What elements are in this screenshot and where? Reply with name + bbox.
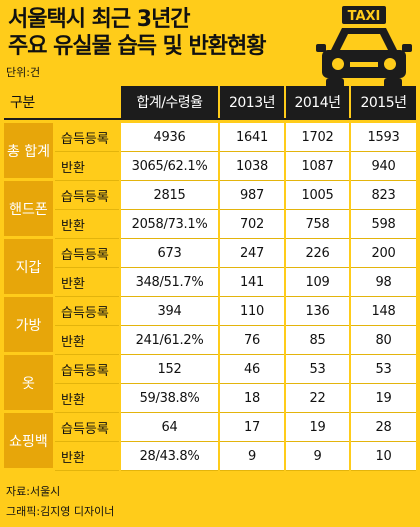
table-cell: 1005 [286,181,349,210]
title-line-1: 서울택시 최근 3년간 [8,7,191,32]
row-label: 습득등록 [55,297,119,326]
row-label: 습득등록 [55,239,119,268]
category-label: 핸드폰 [4,181,53,239]
unit-label: 단위:건 [6,66,41,79]
table-cell: 702 [220,210,284,239]
table-cell: 1038 [220,152,284,181]
credit-text: 그래픽:김지영 디자이너 [6,505,115,518]
table-cell: 1641 [220,123,284,152]
table-cell: 226 [286,239,349,268]
table-cell: 4936 [121,123,218,152]
table-cell: 17 [220,413,284,442]
category-label: 쇼핑백 [4,413,53,471]
table-cell: 241/61.2% [121,326,218,355]
header-spacer [55,86,119,118]
table-cell: 28 [351,413,416,442]
title-line-2: 주요 유실물 습득 및 반환현황 [8,34,267,59]
data-table: 구분 합계/수령율 2013년 2014년 2015년 총 합계 습득등록 4936 1641 1… [4,86,416,471]
table-cell: 46 [220,355,284,384]
table-cell: 28/43.8% [121,442,218,471]
table-cell: 80 [351,326,416,355]
table-cell: 200 [351,239,416,268]
table-cell: 64 [121,413,218,442]
table-cell: 98 [351,268,416,297]
table-cell: 19 [286,413,349,442]
header-divider [4,118,416,120]
source-block: 자료:서울시 그래픽:김지영 디자이너 [6,482,114,522]
table-cell: 59/38.8% [121,384,218,413]
table-cell: 987 [220,181,284,210]
chart-title: 서울택시 최근 3년간 주요 유실물 습득 및 반환현황 [8,6,308,60]
row-label: 습득등록 [55,413,119,442]
table-cell: 394 [121,297,218,326]
table-cell: 1593 [351,123,416,152]
table-cell: 673 [121,239,218,268]
table-cell: 19 [351,384,416,413]
table-cell: 9 [286,442,349,471]
table-cell: 247 [220,239,284,268]
table-cell: 940 [351,152,416,181]
header-cell: 합계/수령율 [121,86,218,118]
row-label: 반환 [55,210,119,239]
table-cell: 598 [351,210,416,239]
table-cell: 18 [220,384,284,413]
header-cell: 2013년 [220,86,284,118]
taxi-badge-text: TAXI [348,9,381,24]
table-cell: 110 [220,297,284,326]
row-label: 습득등록 [55,181,119,210]
header-category: 구분 [10,95,35,111]
table-cell: 85 [286,326,349,355]
table-cell: 148 [351,297,416,326]
table-cell: 10 [351,442,416,471]
category-label: 옷 [4,355,53,413]
row-label: 습득등록 [55,123,119,152]
table-cell: 152 [121,355,218,384]
table-cell: 136 [286,297,349,326]
table-cell: 141 [220,268,284,297]
header-cell: 2015년 [351,86,416,118]
table-cell: 2058/73.1% [121,210,218,239]
table-cell: 109 [286,268,349,297]
row-label: 반환 [55,442,119,471]
row-label: 습득등록 [55,355,119,384]
table-cell: 53 [351,355,416,384]
table-cell: 9 [220,442,284,471]
table-cell: 1087 [286,152,349,181]
table-cell: 758 [286,210,349,239]
category-label: 가방 [4,297,53,355]
category-label: 총 합계 [4,123,53,181]
table-cell: 22 [286,384,349,413]
table-cell: 823 [351,181,416,210]
row-label: 반환 [55,152,119,181]
table-cell: 348/51.7% [121,268,218,297]
table-cell: 2815 [121,181,218,210]
table-cell: 1702 [286,123,349,152]
header-cell: 2014년 [286,86,349,118]
table-cell: 76 [220,326,284,355]
row-label: 반환 [55,384,119,413]
taxi-icon: TAXI [316,6,412,94]
row-label: 반환 [55,268,119,297]
category-label: 지갑 [4,239,53,297]
source-text: 자료:서울시 [6,485,61,498]
table-cell: 3065/62.1% [121,152,218,181]
row-label: 반환 [55,326,119,355]
table-cell: 53 [286,355,349,384]
